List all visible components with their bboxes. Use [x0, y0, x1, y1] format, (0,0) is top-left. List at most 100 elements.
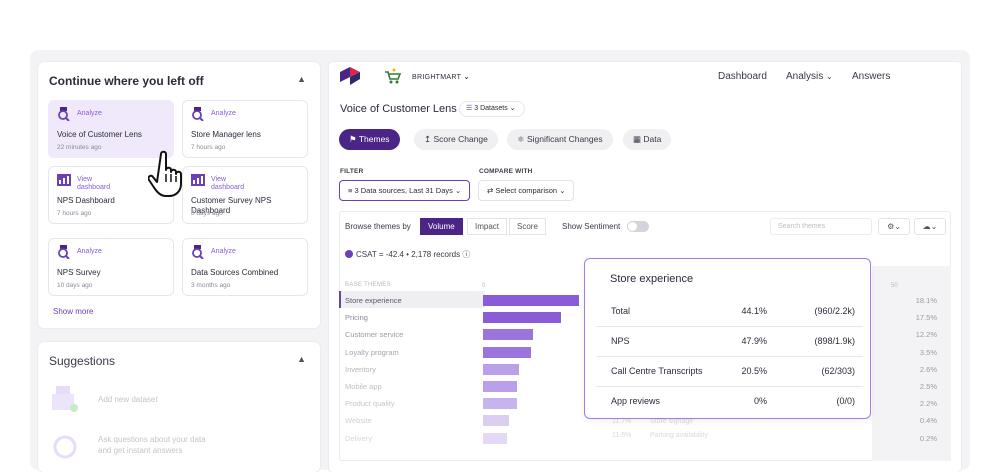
- brightmart-logo-icon: [385, 68, 402, 84]
- tooltip-source: App reviews: [611, 396, 661, 406]
- tab-data[interactable]: ▦ Data: [623, 129, 672, 150]
- theme-bar[interactable]: [483, 346, 531, 358]
- ghost-pct: 11.6%: [612, 432, 632, 439]
- settings-button[interactable]: ⚙⌄: [878, 218, 910, 235]
- datasets-dropdown[interactable]: ☰ 3 Datasets ⌄: [459, 101, 525, 117]
- tab-significant-changes-label: Significant Changes: [527, 134, 603, 144]
- recent-tile[interactable]: Analyze Data Sources Combined 3 months ago: [182, 238, 308, 296]
- nav-answers[interactable]: Answers: [852, 71, 891, 82]
- base-themes-header: BASE THEMES: [345, 282, 391, 288]
- suggestion-ask-1[interactable]: Ask questions about your data: [98, 435, 206, 444]
- theme-bar[interactable]: [483, 381, 517, 392]
- tile-name: NPS Survey: [57, 268, 101, 277]
- tooltip-title: Store experience: [610, 273, 694, 285]
- chevron-down-icon: ⌄: [894, 222, 901, 231]
- tab-significant-changes[interactable]: ⚛ Significant Changes: [507, 129, 613, 150]
- tooltip-row: Total 44.1% (960/2.2k): [596, 296, 863, 325]
- filter-label: FILTER: [340, 168, 364, 175]
- theme-label[interactable]: Customer service: [345, 330, 404, 340]
- nav-analysis[interactable]: Analysis ⌄: [786, 71, 833, 82]
- theme-bar[interactable]: [483, 398, 517, 410]
- recent-tile[interactable]: View dashboard Customer Survey NPS Dashbo…: [182, 166, 308, 224]
- tooltip-row: Call Centre Transcripts 20.5% (62/303): [596, 356, 863, 385]
- theme-label[interactable]: Inventory: [345, 364, 376, 374]
- page-title: Voice of Customer Lens: [340, 103, 457, 115]
- theme-label[interactable]: Pricing: [345, 313, 368, 323]
- tab-score-change-label: Score Change: [433, 134, 488, 144]
- theme-label[interactable]: Mobile app: [345, 382, 382, 391]
- tab-score-change[interactable]: ↥ Score Change: [414, 129, 498, 150]
- tooltip-source: Total: [611, 306, 631, 316]
- mode-volume[interactable]: Volume: [420, 218, 463, 235]
- ghost-theme: Store signage: [650, 418, 694, 425]
- theme-label[interactable]: Product quality: [345, 399, 395, 409]
- suggestions-panel: Suggestions ▲ Add new dataset Ask questi…: [38, 342, 320, 472]
- tile-tag: Analyze: [77, 248, 102, 255]
- tooltip-row: App reviews 0% (0/0): [596, 386, 863, 415]
- tooltip-percent: 44.1%: [741, 306, 767, 316]
- theme-tooltip: Store experience Total 44.1% (960/2.2k) NPS…: [584, 258, 871, 419]
- theme-bar[interactable]: [483, 329, 533, 341]
- analyze-icon: [192, 107, 204, 121]
- theme-bar[interactable]: [483, 363, 519, 375]
- recent-tile[interactable]: Analyze NPS Survey 10 days ago: [48, 238, 174, 296]
- brand-selector[interactable]: BRIGHTMART ⌄: [412, 72, 470, 81]
- analyze-icon: [58, 107, 70, 121]
- theme-label[interactable]: Delivery: [345, 433, 373, 443]
- axis-tick-50: 50: [891, 283, 898, 289]
- mode-score[interactable]: Score: [509, 218, 546, 235]
- mode-impact[interactable]: Impact: [467, 218, 508, 235]
- tooltip-source: NPS: [611, 336, 630, 346]
- continue-title: Continue where you left off: [49, 74, 204, 88]
- compare-dropdown[interactable]: ⇄ Select comparison ⌄: [478, 180, 575, 201]
- show-more-link[interactable]: Show more: [53, 307, 94, 316]
- theme-bar[interactable]: [483, 432, 507, 444]
- recent-tile[interactable]: Analyze Voice of Customer Lens 22 minutes …: [48, 100, 174, 158]
- download-button[interactable]: ☁⌄: [914, 218, 946, 235]
- analyze-icon: [58, 245, 70, 259]
- theme-value: 18.1%: [915, 296, 937, 305]
- theme-value: 12.2%: [915, 330, 937, 340]
- tile-name: Store Manager lens: [191, 130, 261, 139]
- tab-themes[interactable]: ⚑ Themes: [339, 129, 400, 150]
- nav-dashboard[interactable]: Dashboard: [718, 71, 767, 82]
- theme-value: 2.6%: [919, 364, 937, 374]
- flask-icon: ⚛: [517, 134, 525, 144]
- app-logo-icon: [340, 67, 360, 85]
- search-input[interactable]: Search themes: [770, 218, 872, 235]
- tile-name: Customer Survey NPS Dashboard: [191, 196, 272, 215]
- theme-label[interactable]: Loyalty program: [345, 347, 399, 357]
- tile-tag: View dashboard: [77, 176, 111, 191]
- theme-value: 0.4%: [919, 416, 937, 426]
- cloud-download-icon: ☁: [922, 222, 931, 231]
- chevron-down-icon: ⌄: [930, 222, 938, 231]
- add-dataset-icon: [52, 386, 78, 412]
- theme-value: 17.5%: [915, 313, 937, 323]
- collapse-icon[interactable]: ▲: [297, 74, 306, 84]
- collapse-icon[interactable]: ▲: [297, 354, 306, 364]
- theme-bar[interactable]: [483, 415, 509, 427]
- recent-tile[interactable]: Analyze Store Manager lens 7 hours ago: [182, 100, 308, 158]
- chevron-down-icon: ⌄: [509, 105, 516, 112]
- datasets-label: 3 Datasets: [474, 105, 508, 112]
- filter-dropdown[interactable]: ≡ 3 Data sources, Last 31 Days ⌄: [339, 180, 471, 201]
- theme-bar[interactable]: [483, 312, 561, 324]
- nav-analysis-label: Analysis: [786, 71, 824, 82]
- brand-name: BRIGHTMART: [412, 74, 462, 81]
- compare-label: COMPARE WITH: [479, 168, 533, 175]
- theme-value: 2.5%: [919, 382, 937, 391]
- tile-name: Voice of Customer Lens: [57, 130, 142, 139]
- tile-time: 3 months ago: [191, 282, 231, 289]
- theme-label[interactable]: Website: [345, 416, 372, 426]
- tile-tag: Analyze: [77, 110, 102, 117]
- info-icon[interactable]: ⓘ: [462, 250, 471, 259]
- sentiment-toggle[interactable]: [627, 221, 649, 232]
- theme-value: 0.2%: [919, 433, 937, 443]
- theme-value: 3.5%: [919, 347, 937, 357]
- tooltip-count: (62/303): [821, 366, 855, 376]
- tile-time: 7 hours ago: [57, 210, 92, 217]
- theme-bar[interactable]: [483, 295, 579, 306]
- theme-label[interactable]: Store experience: [345, 296, 402, 305]
- score-dot-icon: [345, 250, 353, 258]
- suggestion-add-dataset[interactable]: Add new dataset: [98, 395, 158, 404]
